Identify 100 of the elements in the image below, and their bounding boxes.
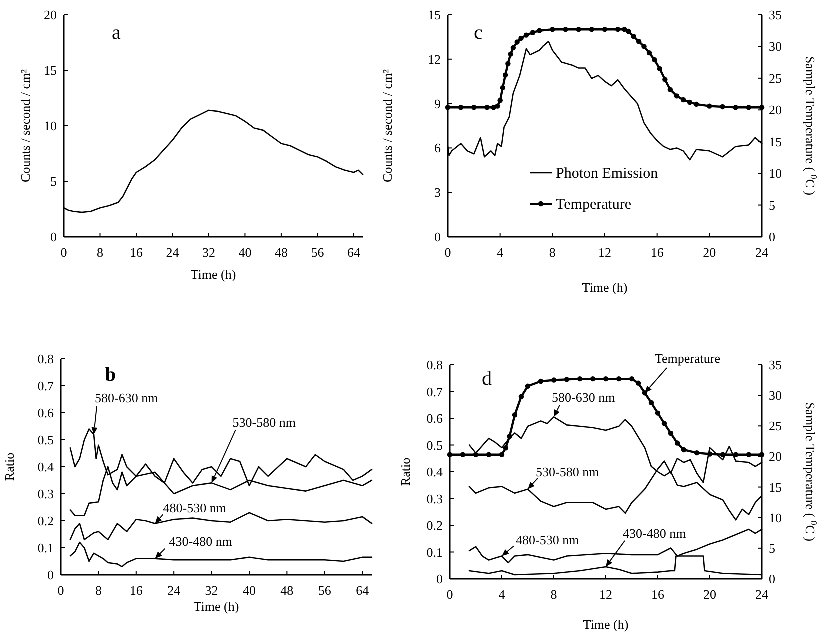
- series-label: Temperature: [655, 351, 721, 366]
- y-tick-label: 0.5: [38, 432, 54, 448]
- y-tick-label: 0.4: [426, 464, 444, 480]
- x-tick-label: 20: [704, 587, 716, 602]
- point: [622, 26, 628, 32]
- y-tick-label: 0: [50, 230, 57, 244]
- point: [648, 400, 654, 406]
- y-tick-label: 0.1: [426, 544, 443, 560]
- point: [530, 30, 536, 36]
- x-tick-label: 24: [756, 587, 769, 602]
- point: [680, 97, 686, 103]
- point: [524, 32, 530, 38]
- y2-tick-label: 15: [769, 480, 782, 495]
- y2-tick-label: 0: [769, 230, 776, 244]
- x-tick-label: 32: [202, 245, 216, 260]
- y-tick-label: 9: [434, 96, 441, 112]
- x-tick-label: 20: [703, 245, 716, 260]
- x-tick-label: 8: [96, 245, 104, 260]
- legend-label: 480-530 nm: [163, 500, 226, 516]
- point: [615, 26, 621, 32]
- point: [694, 102, 700, 108]
- point: [674, 440, 680, 446]
- y2-tick-label: 25: [769, 418, 782, 434]
- x-tick-label: 56: [318, 583, 332, 598]
- point: [636, 380, 642, 386]
- point: [486, 452, 492, 458]
- y2-tick-label: 15: [769, 134, 782, 150]
- point: [484, 105, 490, 110]
- x-axis-title: Time (h): [194, 599, 240, 614]
- y-tick-label: 15: [428, 8, 441, 22]
- y-tick-label: 0.2: [426, 518, 443, 533]
- series-label: 430-480 nm: [623, 526, 686, 541]
- x-tick-label: 16: [652, 587, 665, 602]
- chart-title: d: [482, 368, 492, 390]
- x-tick-label: 4: [498, 587, 506, 602]
- y-tick-label: 0.7: [426, 384, 444, 400]
- y-tick-label: 0.1: [38, 540, 54, 556]
- point: [550, 26, 556, 32]
- y-tick-label: 0: [48, 568, 54, 582]
- x-tick-label: 64: [356, 583, 370, 598]
- point: [662, 77, 668, 82]
- point: [652, 57, 658, 63]
- x-tick-label: 48: [280, 583, 294, 598]
- chart-title: b: [105, 364, 116, 386]
- y2-tick-label: 5: [769, 540, 776, 556]
- point: [508, 52, 514, 57]
- legend-label: Temperature: [556, 197, 632, 213]
- point: [512, 412, 518, 418]
- series-label: 580-630 nm: [94, 390, 158, 406]
- y2-tick-label: 20: [769, 102, 782, 118]
- point: [589, 26, 595, 32]
- y-tick-label: 0.2: [38, 514, 54, 528]
- point: [525, 384, 531, 389]
- legend-label: Photon Emission: [556, 166, 659, 182]
- point: [506, 61, 511, 66]
- point: [514, 40, 520, 45]
- x-tick-label: 12: [598, 245, 612, 260]
- y-tick-label: 0.8: [426, 358, 443, 372]
- point: [687, 100, 693, 106]
- y2-tick-label: 0: [769, 572, 776, 586]
- point: [746, 452, 752, 458]
- point: [626, 28, 632, 34]
- y-tick-label: 0: [436, 572, 443, 586]
- chart-title: c: [474, 22, 483, 44]
- x-tick-label: 24: [166, 245, 180, 260]
- x-tick-label: 32: [205, 583, 218, 598]
- x-tick-label: 12: [600, 587, 612, 602]
- point: [707, 104, 712, 109]
- x-axis-title: Time (h): [190, 267, 236, 282]
- point: [746, 105, 752, 110]
- x-axis-title: Time (h): [583, 617, 629, 632]
- point: [563, 26, 568, 32]
- y-tick-label: 15: [44, 63, 57, 78]
- point: [603, 376, 609, 382]
- point: [564, 377, 570, 382]
- y-tick-label: 0.3: [38, 486, 54, 502]
- y-tick-label: 0.6: [426, 411, 444, 426]
- point: [472, 105, 477, 110]
- point: [733, 105, 738, 110]
- point: [458, 105, 464, 110]
- series-label: 480-530 nm: [516, 532, 580, 548]
- x-tick-label: 0: [60, 245, 68, 260]
- x-tick-label: 8: [549, 245, 556, 260]
- point: [445, 105, 451, 110]
- point: [694, 450, 700, 456]
- y-tick-label: 6: [434, 140, 442, 156]
- y2-tick-label: 5: [769, 198, 776, 213]
- text: 530-580 nm: [232, 415, 296, 430]
- x-tick-label: 40: [238, 245, 252, 260]
- point: [602, 26, 608, 32]
- y-tick-label: 0.4: [38, 460, 54, 474]
- x-tick-label: 8: [95, 583, 102, 598]
- y-tick-label: 0.7: [38, 378, 54, 394]
- point: [759, 452, 765, 458]
- point: [629, 376, 635, 382]
- x-tick-label: 24: [756, 245, 769, 260]
- point: [646, 50, 652, 56]
- chart-title: a: [112, 22, 121, 44]
- point: [590, 376, 596, 382]
- y2-tick-label: 25: [769, 70, 782, 86]
